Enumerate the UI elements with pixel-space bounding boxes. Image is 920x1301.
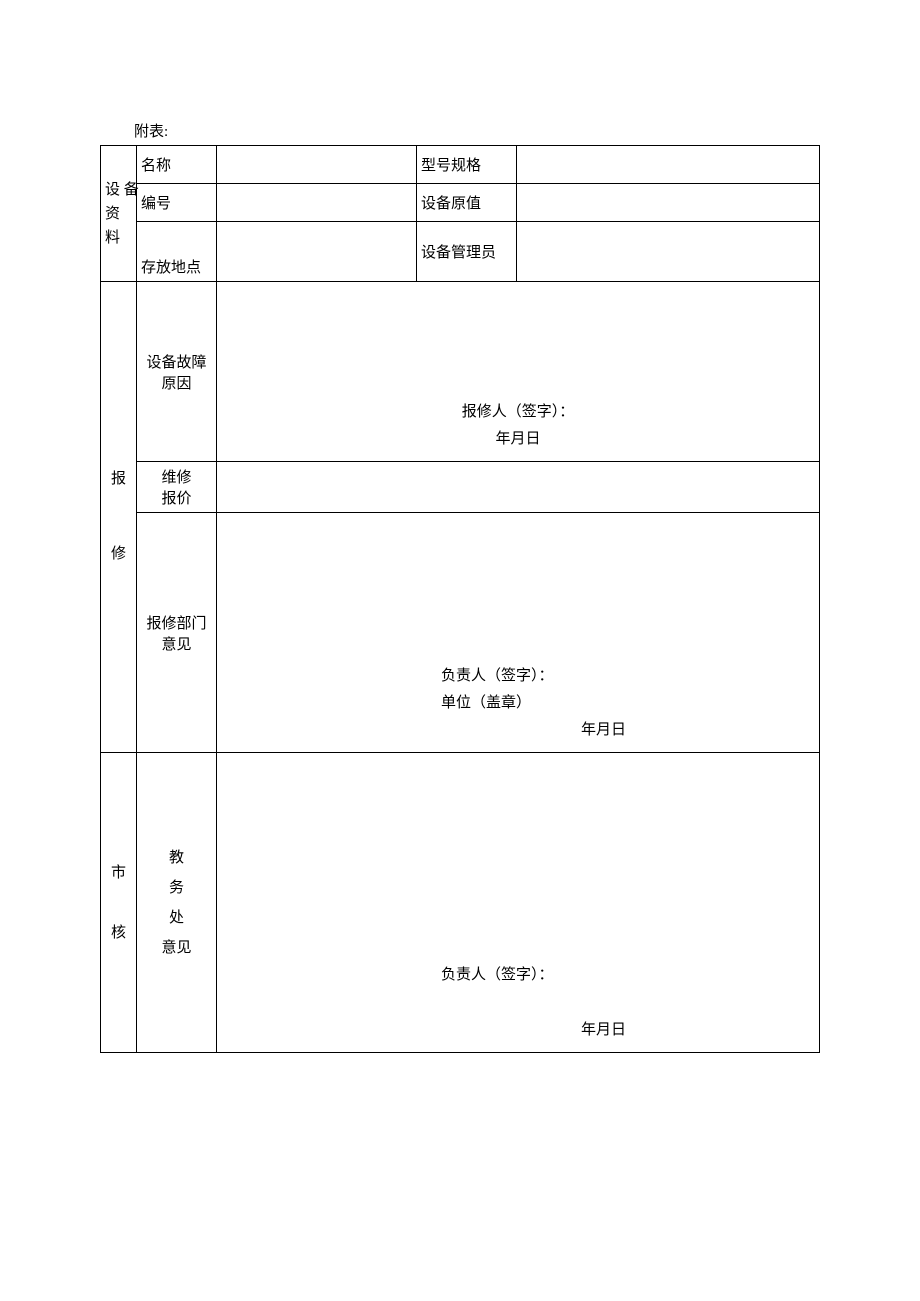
fault-sig-reporter: 报修人（签字）：	[221, 399, 815, 426]
label-jwc: 教 务 处 意见	[137, 753, 217, 1053]
label-serial: 编号	[137, 184, 217, 222]
fault-sig-date: 年月日	[221, 426, 815, 453]
label-model: 型号规格	[417, 146, 517, 184]
label-dept-l2: 意见	[161, 637, 191, 653]
section-device: 设 备 资料	[101, 146, 137, 282]
label-dept-l1: 报修部门	[146, 616, 206, 632]
value-manager[interactable]	[517, 222, 820, 282]
label-manager: 设备管理员	[417, 222, 517, 282]
row-device-serial: 编号 设备原值	[101, 184, 820, 222]
label-fault-l2: 原因	[161, 376, 191, 392]
label-fault: 设备故障 原因	[137, 282, 217, 462]
value-name[interactable]	[217, 146, 417, 184]
dept-sig-seal: 单位（盖章）	[221, 690, 815, 717]
value-quote[interactable]	[217, 462, 820, 513]
content-fault[interactable]: 报修人（签字）： 年月日	[217, 282, 820, 462]
row-dept: 报修部门 意见 负责人（签字）： 单位（盖章） 年月日	[101, 513, 820, 753]
review-sig-spacer	[221, 989, 815, 1017]
row-review: 市 核 教 务 处 意见 负责人（签字）： 年月日	[101, 753, 820, 1053]
section-device-ch3: 资	[105, 206, 120, 222]
label-jwc-ch2: 务	[141, 873, 212, 903]
row-quote: 维修 报价	[101, 462, 820, 513]
review-sig-leader: 负责人（签字）：	[221, 962, 815, 989]
label-name: 名称	[137, 146, 217, 184]
row-device-name: 设 备 资料 名称 型号规格	[101, 146, 820, 184]
form-table: 设 备 资料 名称 型号规格 编号 设备原值 存放地点 设备管理员 报 修	[100, 145, 820, 1053]
label-jwc-ch1: 教	[141, 843, 212, 873]
review-sig-date: 年月日	[221, 1017, 815, 1044]
section-review-ch2: 核	[105, 903, 132, 963]
section-device-ch1: 设	[105, 182, 120, 198]
section-repair-ch1: 报	[105, 442, 132, 517]
value-location[interactable]	[217, 222, 417, 282]
label-quote-l1: 维修	[161, 470, 191, 486]
appendix-label: 附表:	[134, 120, 820, 141]
section-review-ch1: 市	[105, 843, 132, 903]
section-device-ch4: 料	[105, 230, 120, 246]
label-fault-l1: 设备故障	[146, 355, 206, 371]
dept-sig-date: 年月日	[221, 717, 815, 744]
section-device-ch2: 备	[124, 182, 139, 198]
label-quote-l2: 报价	[161, 491, 191, 507]
value-model[interactable]	[517, 146, 820, 184]
label-jwc-last: 意见	[141, 933, 212, 963]
value-origvalue[interactable]	[517, 184, 820, 222]
row-fault: 报 修 设备故障 原因 报修人（签字）： 年月日	[101, 282, 820, 462]
page-root: 附表: 设 备 资料 名称 型号规格 编号 设备原值 存放地点	[0, 0, 920, 1053]
content-dept[interactable]: 负责人（签字）： 单位（盖章） 年月日	[217, 513, 820, 753]
content-review[interactable]: 负责人（签字）： 年月日	[217, 753, 820, 1053]
label-location: 存放地点	[137, 222, 217, 282]
section-repair-ch2: 修	[105, 517, 132, 592]
label-jwc-ch3: 处	[141, 903, 212, 933]
dept-sig-leader: 负责人（签字）：	[221, 663, 815, 690]
value-serial[interactable]	[217, 184, 417, 222]
section-repair: 报 修	[101, 282, 137, 753]
label-quote: 维修 报价	[137, 462, 217, 513]
label-origvalue: 设备原值	[417, 184, 517, 222]
label-dept: 报修部门 意见	[137, 513, 217, 753]
row-device-location: 存放地点 设备管理员	[101, 222, 820, 282]
section-review: 市 核	[101, 753, 137, 1053]
